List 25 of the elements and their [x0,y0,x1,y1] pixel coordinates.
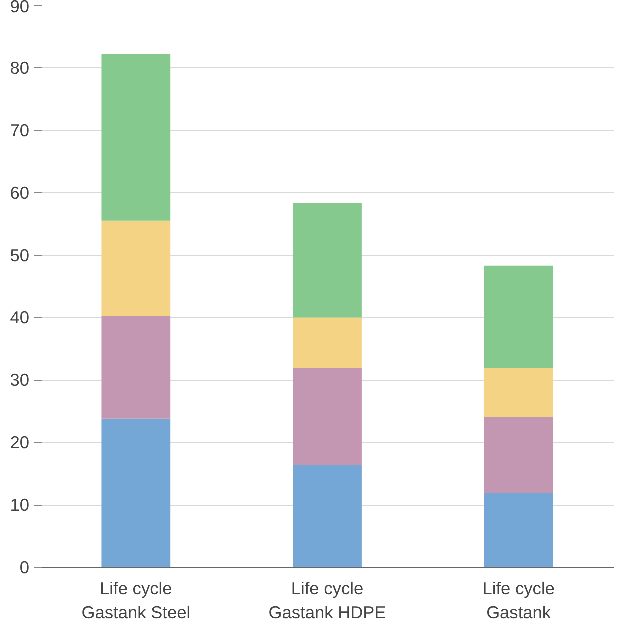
x-tick-label: Life cycle Gastank HDPE [268,578,386,622]
y-tick-label: 90 [10,0,30,16]
bar [484,368,554,418]
x-tick-label: Life cycle Gastank [482,578,555,622]
x-tick-label: Life cycle Gastank Steel [82,578,191,622]
bar [484,493,554,568]
bar [102,316,171,419]
bar [102,220,171,316]
bar [293,203,362,318]
y-tick-label: 70 [10,120,30,140]
bar [102,418,171,568]
bar [484,266,554,368]
y-tick-label: 80 [10,58,30,78]
bar [293,465,362,568]
bar [102,54,171,221]
y-tick-label: 40 [10,308,30,328]
y-tick-label: 30 [10,370,30,390]
y-tick-label: 10 [10,495,30,516]
bar [484,417,554,494]
y-tick-label: 50 [10,245,30,266]
bar [293,318,362,368]
bar [293,368,362,466]
y-tick-label: 0 [20,558,30,578]
y-tick-label: 60 [10,182,30,203]
y-tick-label: 20 [10,432,30,453]
